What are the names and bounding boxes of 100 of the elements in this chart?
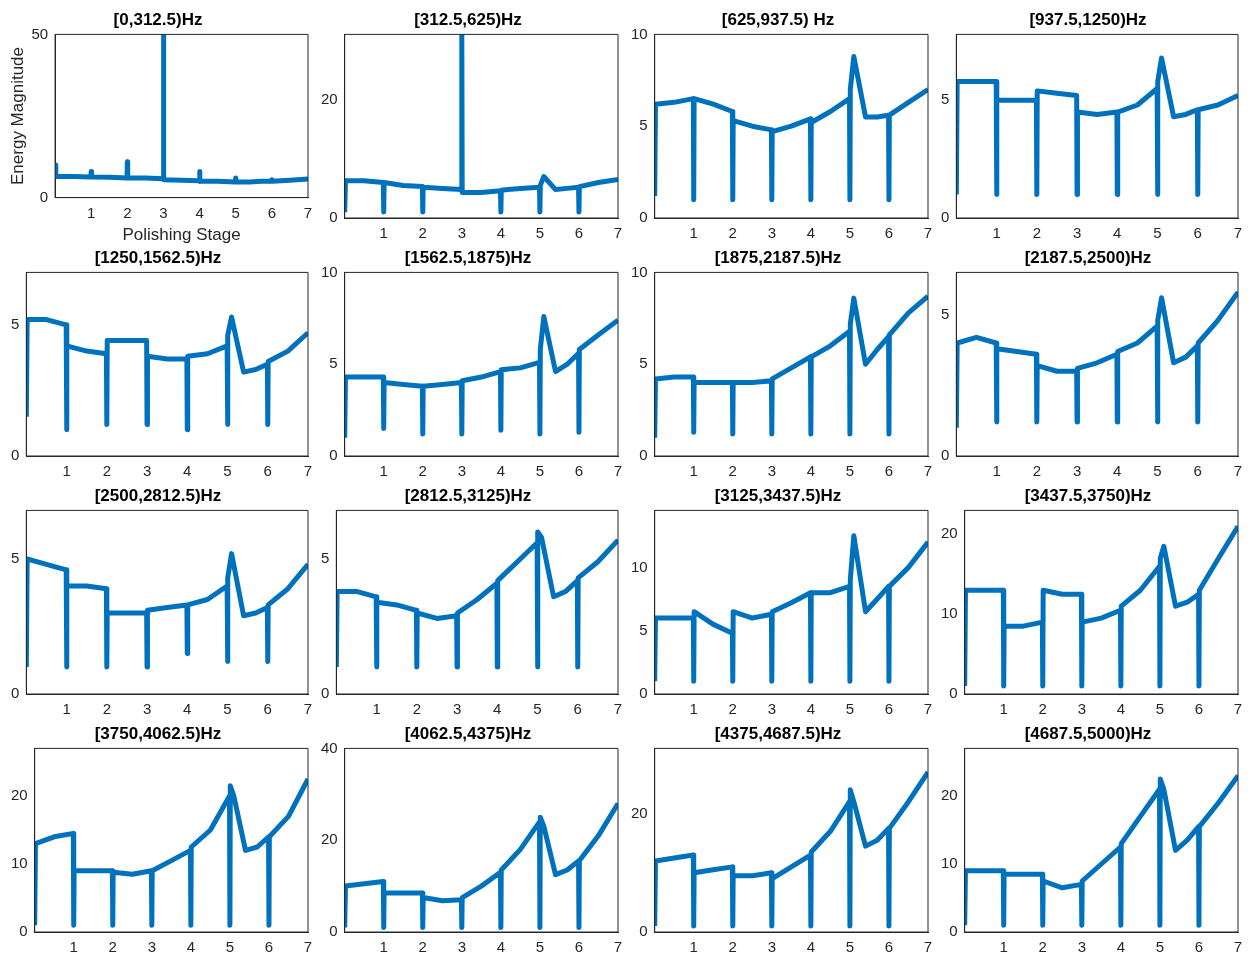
x-tick-label: 4 [183, 700, 192, 718]
x-tick-label: 5 [223, 462, 232, 480]
y-tick-label: 5 [639, 620, 648, 638]
x-tick-label: 1 [999, 938, 1008, 956]
x-tick-label: 6 [884, 224, 894, 242]
x-tick-label: 6 [263, 700, 272, 718]
y-tick-label: 20 [11, 786, 28, 804]
x-tick-label: 2 [728, 700, 737, 718]
x-tick-label: 6 [1193, 462, 1202, 480]
y-tick-label: 10 [11, 854, 28, 872]
x-tick-label: 7 [613, 700, 623, 718]
y-tick-label: 20 [321, 89, 338, 107]
chart-title: [3437.5,3750)Hz [1024, 485, 1152, 505]
y-tick-label: 0 [949, 922, 958, 940]
x-tick-label: 1 [689, 938, 698, 956]
x-tick-label: 2 [728, 938, 737, 956]
y-tick-label: 0 [329, 208, 338, 226]
x-tick-label: 2 [418, 224, 427, 242]
x-tick-label: 5 [845, 700, 855, 718]
y-tick-label: 5 [329, 354, 338, 372]
y-tick-label: 5 [11, 549, 20, 567]
x-tick-label: 2 [1032, 462, 1041, 480]
x-tick-label: 1 [87, 203, 96, 221]
chart-title: [1562.5,1875)Hz [404, 247, 532, 267]
x-tick-label: 2 [728, 224, 737, 242]
y-tick-label: 20 [941, 786, 958, 804]
y-tick-label: 0 [321, 684, 330, 702]
x-tick-label: 3 [142, 462, 152, 480]
x-tick-label: 2 [1038, 938, 1047, 956]
x-tick-label: 4 [806, 700, 816, 718]
x-tick-label: 4 [1113, 462, 1122, 480]
x-tick-label: 5 [1153, 462, 1162, 480]
x-tick-label: 1 [689, 224, 698, 242]
y-tick-label: 5 [639, 354, 648, 372]
x-tick-label: 2 [102, 700, 111, 718]
x-tick-label: 1 [689, 700, 698, 718]
x-tick-label: 3 [1072, 224, 1082, 242]
y-tick-label: 0 [941, 208, 950, 226]
y-tick-label: 0 [11, 684, 20, 702]
x-tick-label: 3 [457, 462, 466, 480]
y-tick-label: 10 [941, 854, 958, 872]
x-tick-label: 6 [267, 203, 277, 221]
y-tick-label: 0 [329, 446, 338, 464]
x-tick-label: 7 [613, 224, 623, 242]
x-tick-label: 6 [574, 938, 584, 956]
y-tick-label: 20 [631, 803, 648, 821]
x-tick-label: 4 [806, 462, 816, 480]
x-tick-label: 4 [183, 462, 192, 480]
y-tick-label: 0 [11, 446, 20, 464]
x-tick-label: 3 [1077, 700, 1086, 718]
chart-title: [2500,2812.5)Hz [94, 485, 222, 505]
chart-title: [625,937.5) Hz [721, 9, 835, 29]
x-tick-label: 3 [767, 462, 776, 480]
chart-title: [312.5,625)Hz [414, 9, 522, 29]
x-tick-label: 1 [379, 462, 388, 480]
x-tick-label: 3 [767, 224, 776, 242]
x-tick-label: 1 [999, 700, 1008, 718]
x-tick-label: 1 [62, 700, 71, 718]
x-tick-label: 1 [992, 224, 1001, 242]
x-tick-label: 5 [223, 700, 232, 718]
y-tick-label: 10 [631, 24, 648, 42]
x-tick-label: 7 [303, 938, 313, 956]
x-tick-label: 6 [574, 462, 584, 480]
x-tick-label: 3 [457, 224, 466, 242]
x-tick-label: 2 [123, 203, 132, 221]
x-tick-label: 4 [496, 462, 506, 480]
x-tick-label: 3 [1077, 938, 1086, 956]
x-axis-title: Polishing Stage [122, 225, 241, 245]
x-tick-label: 4 [1116, 938, 1126, 956]
x-tick-label: 3 [767, 938, 776, 956]
x-tick-label: 5 [1153, 224, 1162, 242]
x-tick-label: 1 [379, 224, 388, 242]
x-tick-label: 6 [573, 700, 582, 718]
x-tick-label: 3 [159, 203, 168, 221]
x-tick-label: 7 [613, 462, 623, 480]
chart-title: [4375,4687.5)Hz [714, 723, 842, 743]
x-tick-label: 7 [303, 700, 313, 718]
y-tick-label: 10 [941, 604, 958, 622]
chart-title: [4062.5,4375)Hz [404, 723, 532, 743]
x-tick-label: 5 [845, 938, 855, 956]
y-tick-label: 5 [11, 315, 20, 332]
chart-title: [937.5,1250)Hz [1029, 9, 1147, 29]
x-tick-label: 5 [1155, 938, 1165, 956]
chart-title: [0,312.5)Hz [113, 9, 203, 29]
x-tick-label: 2 [1032, 224, 1041, 242]
x-tick-label: 5 [231, 203, 240, 221]
x-tick-label: 3 [142, 700, 152, 718]
x-tick-label: 3 [457, 938, 466, 956]
x-tick-label: 1 [372, 700, 381, 718]
x-tick-label: 2 [102, 462, 111, 480]
y-tick-label: 0 [19, 922, 28, 940]
x-tick-label: 5 [845, 462, 855, 480]
y-tick-label: 0 [329, 922, 338, 940]
x-tick-label: 4 [1116, 700, 1126, 718]
x-tick-label: 2 [418, 462, 427, 480]
x-tick-label: 3 [452, 700, 462, 718]
x-tick-label: 6 [264, 938, 274, 956]
x-tick-label: 7 [613, 938, 623, 956]
x-tick-label: 2 [1038, 700, 1047, 718]
x-tick-label: 6 [1194, 700, 1204, 718]
